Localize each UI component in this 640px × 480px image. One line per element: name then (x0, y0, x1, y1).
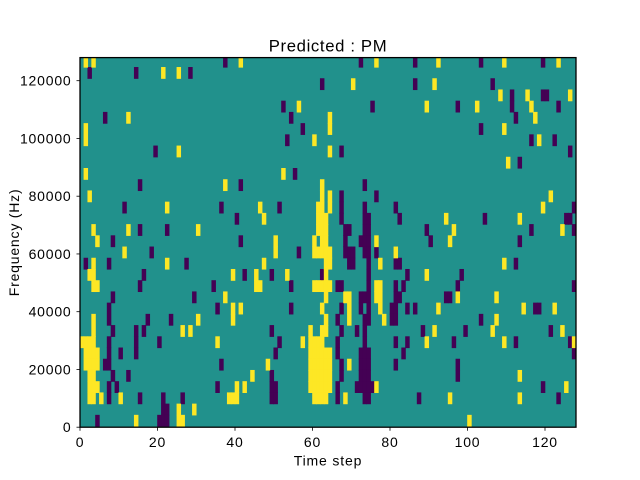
svg-text:100000: 100000 (20, 130, 72, 146)
svg-text:Frequency (Hz): Frequency (Hz) (6, 189, 22, 297)
svg-text:60000: 60000 (29, 246, 72, 262)
svg-text:120: 120 (532, 434, 558, 450)
svg-text:0: 0 (63, 419, 72, 435)
svg-text:Time step: Time step (294, 453, 363, 469)
svg-text:20: 20 (149, 434, 166, 450)
svg-text:40000: 40000 (29, 304, 72, 320)
svg-text:0: 0 (76, 434, 85, 450)
svg-text:40: 40 (226, 434, 243, 450)
svg-text:100: 100 (455, 434, 481, 450)
svg-text:60: 60 (304, 434, 321, 450)
svg-text:20000: 20000 (29, 361, 72, 377)
svg-text:80000: 80000 (29, 188, 72, 204)
svg-text:80: 80 (381, 434, 398, 450)
svg-text:Predicted : PM: Predicted : PM (269, 37, 388, 56)
svg-text:120000: 120000 (20, 73, 72, 89)
